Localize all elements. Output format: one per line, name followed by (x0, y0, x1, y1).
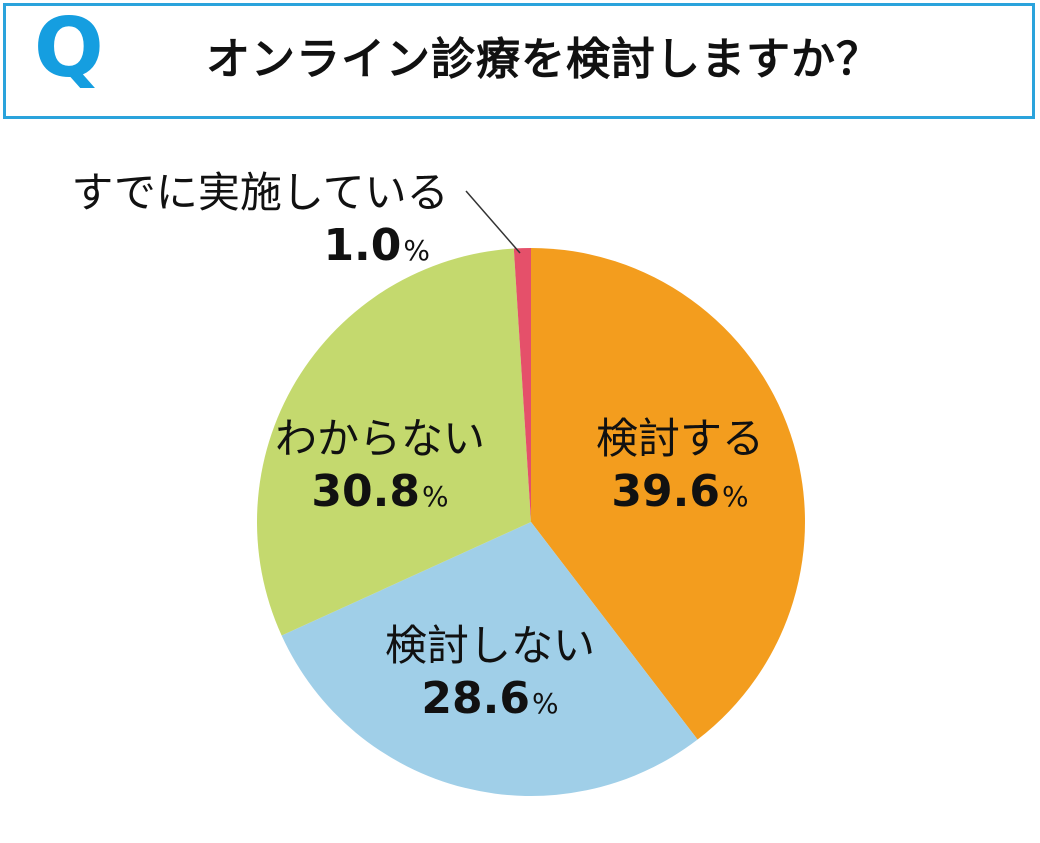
slice-percent: 30.8% (311, 466, 449, 517)
slice-label-wakaranai: わからない 30.8% (255, 418, 505, 514)
leader-line (465, 190, 521, 254)
slice-name: わからない (274, 414, 485, 463)
slice-label-kentou-shinai: 検討しない 28.6% (360, 625, 620, 721)
slice-percent: 39.6% (611, 466, 749, 517)
q-mark: Q (34, 1, 104, 96)
slice-label-kentou-suru: 検討する 39.6% (575, 418, 785, 514)
question-title: オンライン診療を検討しますか？ (206, 34, 881, 85)
slice-kentou-suru (531, 248, 805, 740)
slice-name: すでに実施している (71, 168, 449, 217)
slice-label-sudeni-jisshi: すでに実施している 1.0% (40, 172, 480, 268)
slice-percent: 28.6% (421, 673, 559, 724)
slice-percent: 1.0% (323, 220, 430, 271)
question-box: Q オンライン診療を検討しますか？ (3, 3, 1035, 119)
slice-name: 検討しない (384, 621, 595, 670)
slice-name: 検討する (595, 414, 764, 463)
slice-wakaranai (256, 248, 531, 636)
slice-kentou-shinai (281, 522, 698, 796)
slice-sudeni-jisshi (513, 248, 531, 522)
